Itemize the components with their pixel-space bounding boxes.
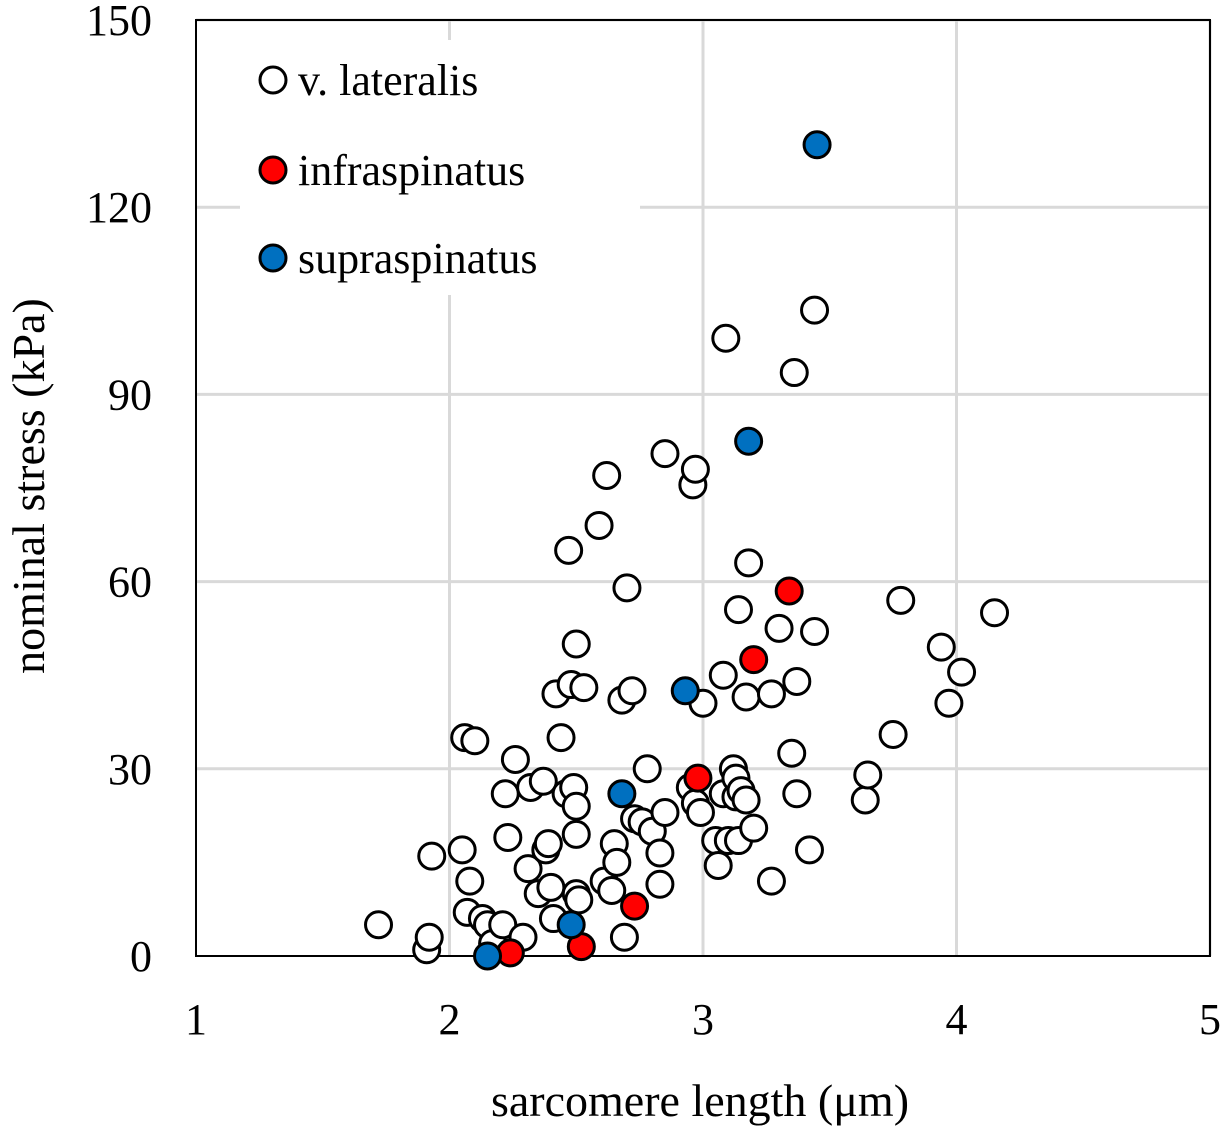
data-point-v-lateralis (685, 797, 715, 827)
y-tick-label: 30 (108, 745, 152, 794)
data-point-v-lateralis (645, 838, 675, 868)
y-tick-label: 60 (108, 558, 152, 607)
y-axis-ticks: 0 30 60 90 120 150 (86, 0, 152, 981)
data-point-v-lateralis (926, 632, 956, 662)
data-point-v-lateralis (597, 875, 627, 905)
data-point-v-lateralis (853, 760, 883, 790)
data-point-v-lateralis (528, 766, 558, 796)
data-point-infraspinatus (683, 763, 713, 793)
y-tick-label: 150 (86, 0, 152, 45)
data-point-v-lateralis (734, 548, 764, 578)
x-tick-label: 2 (439, 995, 461, 1044)
data-point-v-lateralis (650, 439, 680, 469)
y-tick-label: 120 (86, 183, 152, 232)
data-point-infraspinatus (739, 645, 769, 675)
plot-area-frame (195, 19, 1211, 957)
data-point-v-lateralis (533, 829, 563, 859)
data-point-v-lateralis (364, 910, 394, 940)
data-point-v-lateralis (800, 617, 830, 647)
data-point-v-lateralis (493, 822, 523, 852)
data-point-v-lateralis (756, 679, 786, 709)
data-point-v-lateralis (564, 885, 594, 915)
data-point-supraspinatus (556, 910, 586, 940)
data-point-v-lateralis (756, 866, 786, 896)
data-point-v-lateralis (650, 797, 680, 827)
data-points (364, 130, 1010, 971)
data-point-supraspinatus (734, 426, 764, 456)
data-point-v-lateralis (460, 726, 490, 756)
legend-marker-v-lateralis (258, 65, 288, 95)
data-point-v-lateralis (731, 785, 761, 815)
data-point-v-lateralis (739, 813, 769, 843)
legend-label-v-lateralis: v. lateralis (298, 56, 478, 105)
data-point-v-lateralis (490, 779, 520, 809)
data-point-v-lateralis (645, 869, 675, 899)
data-point-v-lateralis (569, 673, 599, 703)
data-point-v-lateralis (777, 738, 807, 768)
data-point-v-lateralis (414, 922, 444, 952)
data-point-v-lateralis (455, 866, 485, 896)
data-point-v-lateralis (536, 872, 566, 902)
x-tick-label: 4 (946, 995, 968, 1044)
data-point-v-lateralis (878, 719, 908, 749)
legend-marker-supraspinatus (258, 243, 288, 273)
data-point-v-lateralis (947, 657, 977, 687)
legend-background (240, 40, 640, 295)
data-point-v-lateralis (612, 573, 642, 603)
data-point-v-lateralis (417, 841, 447, 871)
data-point-v-lateralis (632, 754, 662, 784)
data-point-v-lateralis (592, 461, 622, 491)
x-tick-label: 5 (1199, 995, 1220, 1044)
data-point-v-lateralis (561, 791, 591, 821)
data-point-v-lateralis (703, 851, 733, 881)
data-point-v-lateralis (711, 323, 741, 353)
data-point-v-lateralis (934, 688, 964, 718)
data-point-v-lateralis (782, 779, 812, 809)
data-point-v-lateralis (561, 629, 591, 659)
data-point-v-lateralis (617, 676, 647, 706)
x-tick-label: 3 (692, 995, 714, 1044)
data-point-supraspinatus (473, 941, 503, 971)
data-point-v-lateralis (513, 854, 543, 884)
data-point-v-lateralis (584, 510, 614, 540)
data-point-v-lateralis (708, 660, 738, 690)
legend-marker-infraspinatus (258, 155, 288, 185)
y-axis-title: nominal stress (kPa) (3, 298, 54, 674)
data-point-supraspinatus (802, 130, 832, 160)
data-point-supraspinatus (670, 676, 700, 706)
legend-label-supraspinatus: supraspinatus (298, 234, 538, 283)
data-point-v-lateralis (731, 682, 761, 712)
data-point-v-lateralis (782, 666, 812, 696)
data-point-v-lateralis (779, 358, 809, 388)
data-point-v-lateralis (609, 922, 639, 952)
data-point-infraspinatus (620, 891, 650, 921)
data-point-v-lateralis (850, 785, 880, 815)
data-point-v-lateralis (546, 723, 576, 753)
legend-label-infraspinatus: infraspinatus (298, 146, 525, 195)
data-point-v-lateralis (500, 744, 530, 774)
data-point-v-lateralis (561, 819, 591, 849)
data-point-v-lateralis (680, 454, 710, 484)
data-point-v-lateralis (447, 835, 477, 865)
data-point-v-lateralis (886, 585, 916, 615)
y-tick-label: 90 (108, 370, 152, 419)
data-point-v-lateralis (723, 595, 753, 625)
x-tick-label: 1 (185, 995, 207, 1044)
data-point-infraspinatus (774, 576, 804, 606)
data-point-supraspinatus (607, 779, 637, 809)
data-point-v-lateralis (764, 613, 794, 643)
data-point-v-lateralis (602, 847, 632, 877)
data-point-v-lateralis (800, 295, 830, 325)
y-tick-label: 0 (130, 932, 152, 981)
legend: v. lateralis infraspinatus supraspinatus (240, 40, 640, 295)
x-axis-title: sarcomere length (μm) (491, 1075, 909, 1126)
x-axis-ticks: 1 2 3 4 5 (185, 995, 1220, 1044)
data-point-v-lateralis (794, 835, 824, 865)
data-point-v-lateralis (980, 598, 1010, 628)
data-point-v-lateralis (554, 535, 584, 565)
